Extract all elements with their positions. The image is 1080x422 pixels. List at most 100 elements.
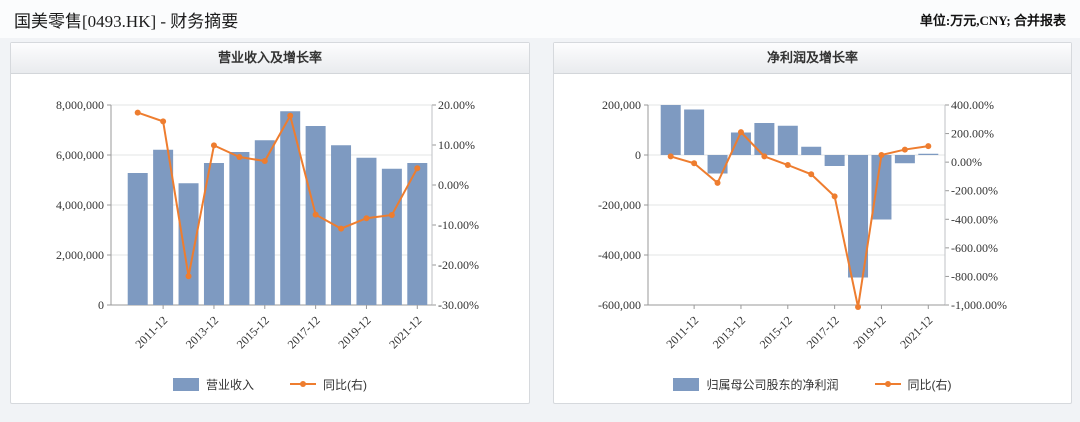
line-point (925, 143, 932, 150)
line-point (831, 193, 838, 200)
net-profit-legend-item: 归属母公司股东的净利润 (673, 376, 839, 393)
line-point (878, 152, 885, 158)
bar (894, 155, 915, 164)
bar (331, 145, 352, 305)
line-point (134, 109, 141, 116)
left-axis-tick-label: 6,000,000 (56, 148, 104, 162)
right-axis-tick-label: 200.00% (951, 127, 994, 141)
line-point (261, 158, 268, 164)
right-axis-tick-label: -30.00% (438, 298, 479, 312)
revenue-growth-chart: 8,000,000 6,000,000 4,000,000 2,000,000 0 20.… (56, 98, 479, 351)
net-profit-growth-chart: 200,000 0 -200,000 -400,000 -600,000 400.00% 2… (598, 98, 1007, 351)
left-axis-tick-label: 8,000,000 (56, 98, 104, 112)
bar (407, 163, 428, 305)
right-axis-tick-label: -800.00% (951, 269, 998, 283)
right-axis-tick-label: 400.00% (951, 98, 994, 112)
left-axis-tick-label: 0 (98, 298, 104, 312)
line-point (737, 129, 744, 136)
bar (777, 125, 798, 155)
bar (203, 163, 224, 305)
line-point (808, 171, 815, 178)
x-axis-tick-label: 2011-12 (663, 313, 701, 351)
revenue-legend: 营业收入 同比(右) (11, 374, 529, 394)
bar (127, 173, 148, 305)
bar (801, 146, 822, 155)
bar (918, 153, 939, 155)
bar (356, 157, 377, 305)
line-point (160, 118, 167, 125)
bar (153, 149, 174, 305)
revenue-panel-title: 营业收入及增长率 (11, 43, 529, 74)
bar-series-label: 营业收入 (205, 377, 254, 392)
x-axis-tick-label: 2015-12 (234, 313, 272, 351)
line-point (185, 273, 192, 280)
unit-note: 单位:万元,CNY; 合并报表 (919, 12, 1066, 28)
line-marker-icon (300, 381, 306, 387)
bar (229, 152, 250, 305)
x-axis-tick-label: 2017-12 (285, 313, 323, 351)
line-series-swatch (290, 381, 316, 387)
top-bar: 国美零售[0493.HK] - 财务摘要 单位:万元,CNY; 合并报表 (0, 0, 1080, 38)
bar (254, 140, 275, 305)
x-axis-tick-label: 2015-12 (757, 313, 795, 351)
right-axis-tick-label: -200.00% (951, 184, 998, 198)
yoy-legend-item: 同比(右) (290, 376, 367, 393)
page-title: 国美零售[0493.HK] - 财务摘要 (14, 11, 239, 31)
bar (848, 155, 869, 278)
line-point (784, 162, 791, 168)
net-profit-panel: 净利润及增长率 200,000 0 -200,000 -400,000 -600,000… (553, 42, 1072, 404)
net-profit-panel-title: 净利润及增长率 (554, 43, 1071, 74)
x-axis-tick-label: 2017-12 (804, 313, 842, 351)
line-marker-icon (884, 381, 891, 387)
right-axis-tick-label: 20.00% (438, 98, 475, 112)
bar-series-label: 归属母公司股东的净利润 (706, 377, 839, 392)
line-point (388, 212, 395, 218)
bar (730, 132, 751, 155)
bar (684, 109, 705, 155)
left-axis-tick-label: 0 (635, 148, 641, 162)
left-axis-tick-label: 2,000,000 (56, 248, 104, 262)
revenue-panel: 营业收入及增长率 8,000,000 6,000,000 4,000,000 2,00… (10, 42, 530, 404)
x-axis-tick-label: 2021-12 (386, 313, 424, 351)
right-axis-tick-label: -400.00% (951, 212, 998, 226)
line-point (312, 211, 319, 218)
right-axis-tick-label: 0.00% (438, 178, 469, 192)
right-axis-tick-label: -20.00% (438, 258, 479, 272)
net-profit-chart-area: 200,000 0 -200,000 -400,000 -600,000 400.00% 2… (554, 74, 1071, 394)
line-series-label: 同比(右) (323, 377, 367, 392)
bar-series-swatch (172, 377, 199, 391)
line-point (714, 179, 721, 186)
bar (707, 155, 728, 174)
line-point (287, 112, 294, 119)
chart-panels: 营业收入及增长率 8,000,000 6,000,000 4,000,000 2,00… (0, 42, 1080, 404)
right-axis-tick-label: -600.00% (951, 241, 998, 255)
x-axis-tick-label: 2013-12 (183, 313, 221, 351)
line-point (414, 165, 421, 172)
line-series-swatch (874, 381, 901, 387)
bar (381, 168, 402, 305)
line-point (363, 215, 370, 222)
left-axis-tick-label: -600,000 (598, 298, 641, 312)
line-point (338, 225, 345, 232)
bar (280, 111, 301, 305)
net-profit-legend: 归属母公司股东的净利润 同比(右) (554, 374, 1071, 394)
bar (660, 105, 681, 155)
line-point (236, 154, 243, 160)
bar-series-swatch (673, 377, 700, 391)
revenue-legend-item: 营业收入 (172, 376, 254, 393)
line-point (691, 160, 698, 167)
x-axis-tick-label: 2019-12 (335, 313, 373, 351)
revenue-chart-area: 8,000,000 6,000,000 4,000,000 2,000,000 0 20.… (11, 74, 529, 394)
left-axis-tick-label: 200,000 (602, 98, 641, 112)
line-point (210, 142, 217, 149)
left-axis-tick-label: 4,000,000 (56, 198, 104, 212)
x-axis-tick-label: 2013-12 (710, 313, 748, 351)
line-point (901, 146, 908, 153)
right-axis-tick-label: -10.00% (438, 218, 479, 232)
growth-line (670, 130, 929, 308)
growth-line (137, 111, 419, 277)
x-axis-tick-label: 2021-12 (897, 313, 935, 351)
line-point (667, 153, 674, 160)
left-axis-tick-label: -200,000 (598, 198, 641, 212)
left-axis-tick-label: -400,000 (598, 248, 641, 262)
